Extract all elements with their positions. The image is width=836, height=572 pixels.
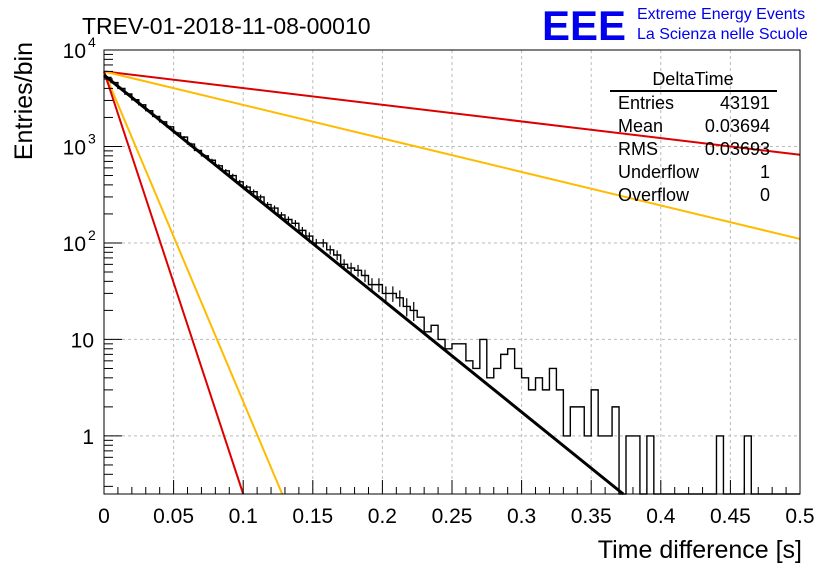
logo-line-2: La Scienza nelle Scuole: [637, 26, 808, 43]
stats-label: Underflow: [618, 162, 700, 182]
stats-title: DeltaTime: [652, 69, 733, 89]
y-tick-exponent: 3: [88, 130, 96, 146]
stats-value: 0: [760, 185, 770, 205]
axis-ticks: [103, 49, 801, 494]
x-tick-label: 0.3: [507, 505, 536, 528]
x-tick-label: 0.15: [292, 505, 333, 528]
x-tick-label: 0.45: [710, 505, 751, 528]
stats-label: Mean: [618, 116, 663, 136]
grid: [104, 50, 800, 494]
stats-value: 1: [760, 162, 770, 182]
x-tick-label: 0.5: [785, 505, 814, 528]
logo-mark: EEE: [542, 2, 626, 49]
y-tick-label: 10: [63, 233, 86, 256]
stats-rows: Entries 43191 Mean 0.03694 RMS 0.03693Underfl…: [618, 93, 770, 205]
x-tick-label: 0: [98, 505, 110, 528]
y-axis-label: Entries/bin: [10, 42, 38, 160]
logo: EEE Extreme Energy Events La Scienza nel…: [542, 2, 808, 49]
y-tick-label: 10: [63, 136, 86, 159]
stats-label: Overflow: [618, 185, 690, 205]
reference-line-red: [103, 71, 245, 495]
x-tick-label: 0.35: [571, 505, 612, 528]
histogram: [104, 76, 800, 495]
x-axis-label: Time difference [s]: [598, 536, 802, 564]
x-tick-label: 0.1: [229, 505, 258, 528]
reference-line-red: [103, 70, 801, 156]
y-tick-label: 1: [82, 426, 94, 449]
reference-line-orange: [103, 70, 801, 240]
stats-box: DeltaTime Entries 43191 Mean 0.03694 RMS 0.03…: [610, 69, 777, 205]
x-tick-labels: 0 0.05 0.1 0.15 0.2 0.25 0.3 0.35 0.4 0.45 0.5: [98, 505, 814, 528]
stats-label: Entries: [618, 93, 674, 113]
reference-lines: [103, 70, 801, 495]
x-tick-label: 0.2: [368, 505, 397, 528]
reference-line-orange: [103, 71, 284, 495]
stats-label: RMS: [618, 139, 658, 159]
y-tick-label: 10: [63, 40, 86, 63]
stats-value: 0.03694: [705, 116, 770, 136]
x-tick-label: 0.25: [432, 505, 473, 528]
fit-line: [103, 73, 625, 496]
fit-layer: [103, 73, 625, 496]
x-tick-label: 0.4: [646, 505, 676, 528]
stats-value: 0.03693: [705, 139, 770, 159]
y-tick-label: 10: [71, 329, 94, 352]
y-tick-exponent: 4: [88, 34, 96, 50]
logo-line-1: Extreme Energy Events: [637, 6, 805, 23]
x-tick-label: 0.05: [153, 505, 194, 528]
histogram-outline: [104, 76, 800, 495]
chart-title: TREV-01-2018-11-08-00010: [82, 13, 371, 39]
y-tick-exponent: 2: [88, 227, 96, 243]
stats-value: 43191: [720, 93, 770, 113]
